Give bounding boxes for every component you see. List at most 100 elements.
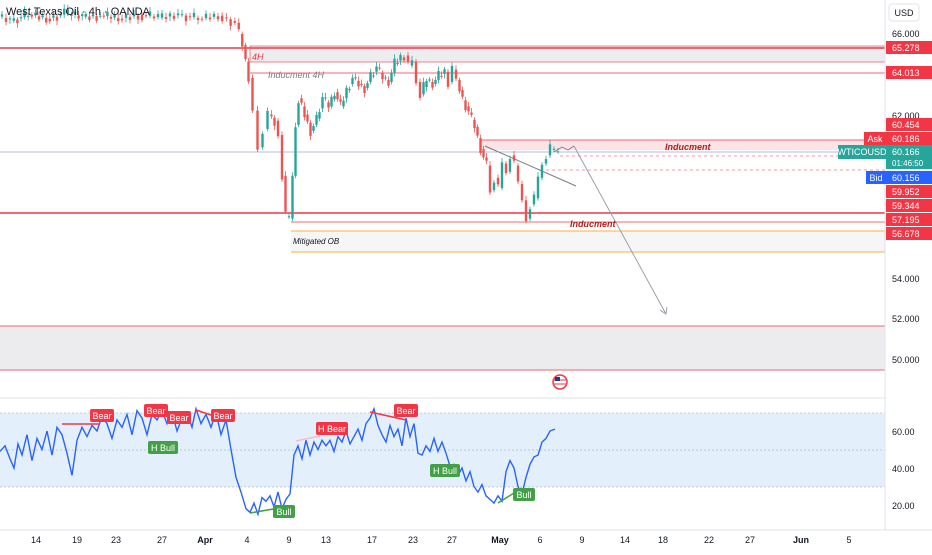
candle-body — [327, 102, 329, 107]
candle-body — [9, 18, 11, 19]
x-tick-label: 13 — [321, 535, 331, 545]
svg-text:H Bull: H Bull — [151, 443, 175, 453]
candle-body — [440, 76, 442, 77]
candle-body — [16, 20, 18, 24]
candle-body — [529, 209, 531, 218]
candle-body — [351, 78, 353, 84]
candle-body — [221, 16, 223, 21]
candle-body — [345, 88, 347, 99]
candle-body — [422, 82, 424, 94]
candle-body — [266, 111, 268, 129]
bull-label-1: Bull — [273, 505, 295, 518]
candle-body — [277, 121, 279, 137]
candle-body — [193, 13, 195, 17]
candle-body — [217, 16, 219, 19]
candle-body — [181, 14, 183, 15]
candle-body — [482, 149, 484, 157]
candle-body — [387, 80, 389, 86]
candle-body — [297, 103, 299, 125]
candle-body — [321, 97, 323, 108]
x-tick-label: 23 — [111, 535, 121, 545]
rsi-tick-20: 20.00 — [892, 501, 915, 511]
mitigated-ob-label: Mitigated OB — [293, 237, 340, 246]
candle-body — [473, 120, 475, 128]
svg-text:H Bull: H Bull — [433, 466, 457, 476]
rsi-tick-60: 60.00 — [892, 427, 915, 437]
candle-body — [360, 84, 362, 85]
price-label-60454: 60.454 — [886, 118, 932, 131]
bear-label-3: Bear — [167, 411, 191, 424]
svg-text:56.678: 56.678 — [892, 229, 920, 239]
candle-body — [493, 183, 495, 190]
candle-body — [342, 101, 344, 107]
candle-body — [247, 62, 249, 82]
candle-body — [455, 70, 457, 79]
candle-body — [437, 71, 439, 80]
candle-body — [489, 166, 491, 193]
us-flag-icon[interactable] — [553, 375, 567, 389]
inducement-top-label: Inducment — [665, 142, 712, 152]
candle-body — [306, 115, 308, 122]
candle-body — [366, 83, 368, 88]
bull-label-2: Bull — [513, 488, 535, 501]
candle-body — [121, 19, 123, 21]
x-tick-label: 9 — [579, 535, 584, 545]
candle-body — [281, 135, 283, 179]
y-tick-50: 50.000 — [892, 355, 920, 365]
svg-text:WTICOUSD: WTICOUSD — [838, 147, 887, 157]
candle-body — [393, 59, 395, 73]
candle-body — [369, 72, 371, 82]
candle-body — [443, 69, 445, 73]
bear-label-5: Bear — [394, 404, 418, 417]
candle-body — [348, 89, 350, 90]
candle-body — [251, 78, 253, 111]
svg-text:Bull: Bull — [516, 490, 531, 500]
candle-body — [315, 115, 317, 125]
candle-body — [517, 166, 519, 182]
candle-body — [375, 66, 377, 71]
x-tick-label: 19 — [72, 535, 82, 545]
candle-body — [173, 16, 175, 19]
candle-body — [312, 126, 314, 131]
candle-body — [537, 177, 539, 199]
inducement-4h-label: Inducment 4H — [268, 70, 325, 80]
rsi-panel — [0, 398, 885, 514]
h-bull-label-2: H Bull — [430, 464, 460, 477]
y-tick-52: 52.000 — [892, 314, 920, 324]
price-label-59952: 59.952 — [886, 185, 932, 198]
candle-body — [390, 73, 392, 82]
candle-body — [49, 19, 51, 22]
candle-body — [1, 14, 3, 16]
candle-body — [485, 157, 487, 160]
svg-text:Bear: Bear — [92, 411, 111, 421]
candle-body — [525, 200, 527, 221]
candle-body — [197, 18, 199, 20]
candle-body — [476, 127, 478, 136]
candle-body — [333, 96, 335, 99]
candle-body — [509, 159, 511, 172]
candle-body — [229, 19, 231, 26]
candle-body — [381, 73, 383, 79]
price-label-56678: 56.678 — [886, 227, 932, 240]
x-tick-label: 17 — [367, 535, 377, 545]
svg-text:60.454: 60.454 — [892, 120, 920, 130]
candle-body — [470, 113, 472, 115]
candle-body — [431, 82, 433, 88]
svg-text:Bid: Bid — [869, 173, 882, 183]
candle-body — [428, 80, 430, 81]
x-tick-label: May — [491, 535, 509, 545]
candle-body — [309, 123, 311, 136]
x-tick-label: 27 — [157, 535, 167, 545]
candle-body — [165, 17, 167, 19]
candle-body — [384, 77, 386, 78]
currency-button[interactable]: USD — [889, 4, 919, 21]
x-tick-label: 14 — [620, 535, 630, 545]
candle-body — [336, 92, 338, 99]
x-tick-label: 5 — [846, 535, 851, 545]
price-label-ask: Ask 60.186 — [864, 132, 932, 145]
candles-layer — [1, 4, 559, 223]
candle-body — [201, 19, 203, 20]
